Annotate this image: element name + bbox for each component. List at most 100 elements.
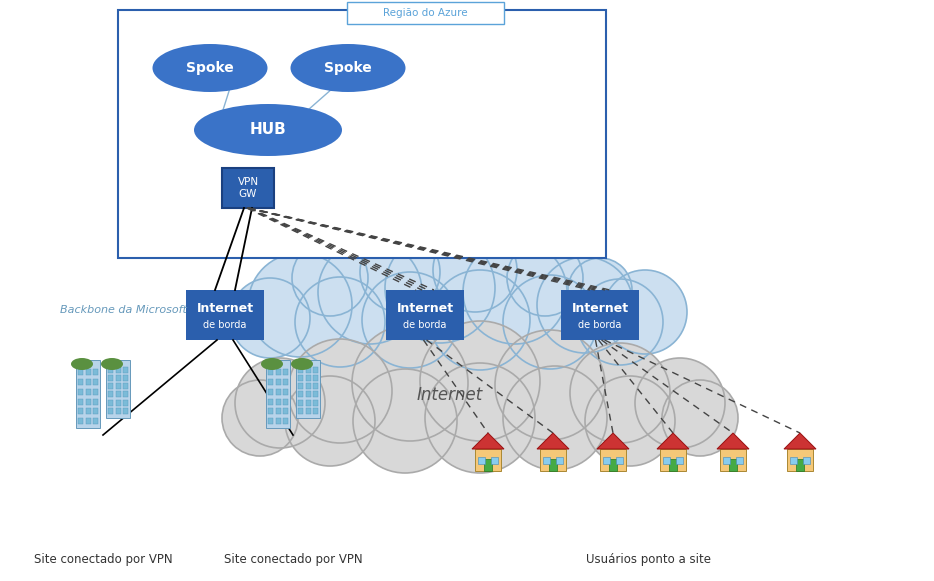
Bar xyxy=(92,408,98,414)
Bar xyxy=(313,392,318,397)
Bar xyxy=(122,408,128,414)
Bar xyxy=(92,379,98,385)
FancyBboxPatch shape xyxy=(561,290,639,340)
Bar xyxy=(92,389,98,395)
Bar xyxy=(313,400,318,406)
FancyBboxPatch shape xyxy=(222,168,274,208)
Bar xyxy=(723,457,730,464)
Bar xyxy=(106,360,130,418)
Bar xyxy=(122,375,128,381)
Circle shape xyxy=(360,232,440,312)
Bar xyxy=(313,375,318,381)
Bar xyxy=(609,459,617,471)
Bar xyxy=(796,459,804,471)
Bar xyxy=(116,375,120,381)
Bar xyxy=(276,399,280,404)
Bar xyxy=(296,360,320,418)
Bar xyxy=(122,383,128,389)
Bar xyxy=(78,399,83,404)
Bar xyxy=(276,389,280,395)
Bar xyxy=(116,400,120,406)
Bar xyxy=(86,370,91,375)
Circle shape xyxy=(585,376,675,466)
Polygon shape xyxy=(657,433,689,449)
Bar xyxy=(298,400,304,406)
Bar xyxy=(475,449,501,471)
Circle shape xyxy=(248,253,352,357)
Bar xyxy=(122,400,128,406)
Text: Spoke: Spoke xyxy=(186,61,234,75)
Circle shape xyxy=(577,279,663,365)
Circle shape xyxy=(495,330,605,440)
Circle shape xyxy=(235,358,325,448)
Bar xyxy=(790,457,797,464)
Bar xyxy=(491,457,498,464)
FancyBboxPatch shape xyxy=(386,290,464,340)
Circle shape xyxy=(318,240,422,344)
Bar xyxy=(86,418,91,424)
Circle shape xyxy=(295,277,385,367)
Text: Internet: Internet xyxy=(417,386,483,404)
Bar xyxy=(676,457,683,464)
Bar xyxy=(78,379,83,385)
Bar xyxy=(313,367,318,372)
Bar xyxy=(276,370,280,375)
Bar xyxy=(78,370,83,375)
Bar xyxy=(268,399,274,404)
Circle shape xyxy=(362,272,458,368)
Text: Site conectado por VPN: Site conectado por VPN xyxy=(34,554,172,566)
Bar xyxy=(540,449,566,471)
Bar xyxy=(122,367,128,372)
Circle shape xyxy=(292,240,368,316)
Bar xyxy=(549,459,557,471)
Polygon shape xyxy=(537,433,569,449)
Bar xyxy=(92,418,98,424)
Circle shape xyxy=(430,270,530,370)
Bar xyxy=(92,399,98,404)
Bar xyxy=(108,392,113,397)
Polygon shape xyxy=(717,433,749,449)
Bar xyxy=(283,370,288,375)
Bar xyxy=(86,408,91,414)
Ellipse shape xyxy=(71,358,93,370)
Circle shape xyxy=(568,258,632,322)
Bar xyxy=(268,379,274,385)
Text: Site conectado por VPN: Site conectado por VPN xyxy=(223,554,362,566)
Text: Backbone da Microsoft: Backbone da Microsoft xyxy=(60,305,187,315)
Bar xyxy=(478,457,485,464)
FancyBboxPatch shape xyxy=(118,10,606,258)
Bar xyxy=(78,389,83,395)
Bar xyxy=(663,457,670,464)
Bar xyxy=(276,379,280,385)
Ellipse shape xyxy=(290,44,405,92)
Text: Usuários ponto a site: Usuários ponto a site xyxy=(586,554,711,566)
Circle shape xyxy=(288,339,392,443)
Bar xyxy=(660,449,686,471)
Bar xyxy=(305,383,310,389)
Circle shape xyxy=(222,380,298,456)
Bar xyxy=(305,375,310,381)
Bar xyxy=(283,399,288,404)
Polygon shape xyxy=(597,433,629,449)
Text: Internet: Internet xyxy=(196,303,253,315)
Bar xyxy=(116,408,120,414)
Bar xyxy=(116,392,120,397)
Bar xyxy=(600,449,626,471)
Bar xyxy=(276,418,280,424)
Bar xyxy=(305,367,310,372)
Bar xyxy=(729,459,737,471)
Bar xyxy=(603,457,610,464)
Bar xyxy=(266,360,290,428)
Ellipse shape xyxy=(101,358,123,370)
Circle shape xyxy=(385,233,495,343)
Bar xyxy=(298,375,304,381)
Bar xyxy=(76,360,100,428)
Bar xyxy=(276,408,280,414)
FancyBboxPatch shape xyxy=(186,290,264,340)
Bar xyxy=(108,383,113,389)
Bar xyxy=(283,389,288,395)
Circle shape xyxy=(507,240,583,316)
Circle shape xyxy=(425,363,535,473)
Ellipse shape xyxy=(291,358,313,370)
Bar xyxy=(108,400,113,406)
